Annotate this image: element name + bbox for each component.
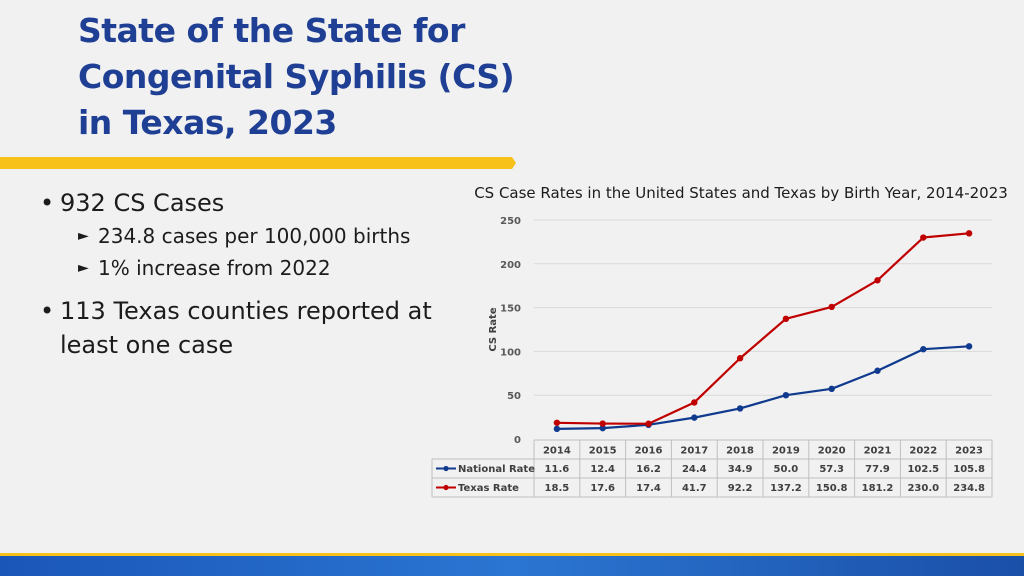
data-point xyxy=(736,405,744,412)
bullet-item: • 113 Texas counties reported at least o… xyxy=(40,294,450,362)
data-label: 18.5 xyxy=(545,483,570,494)
y-tick-label: 100 xyxy=(500,347,521,358)
data-label: 102.5 xyxy=(907,464,939,475)
footer-band xyxy=(0,556,1024,576)
legend-label: National Rate xyxy=(458,464,535,475)
bullet-list: • 932 CS Cases ► 234.8 cases per 100,000… xyxy=(40,186,450,362)
y-tick-label: 150 xyxy=(500,304,521,315)
data-point xyxy=(874,277,881,284)
legend-marker-icon xyxy=(443,484,449,491)
data-label: 50.0 xyxy=(774,464,799,475)
data-point xyxy=(736,355,744,362)
data-label: 34.9 xyxy=(728,464,753,475)
x-tick-label: 2019 xyxy=(772,446,800,457)
slide-title: State of the State for Congenital Syphil… xyxy=(78,8,598,146)
data-point xyxy=(691,399,698,406)
data-label: 150.8 xyxy=(816,483,848,494)
x-tick-label: 2018 xyxy=(726,446,754,457)
data-point xyxy=(965,230,973,237)
y-tick-label: 0 xyxy=(514,435,521,446)
data-label: 16.2 xyxy=(636,464,661,475)
title-accent-bar xyxy=(0,157,516,169)
data-label: 24.4 xyxy=(682,464,707,475)
data-label: 57.3 xyxy=(819,464,844,475)
data-label: 77.9 xyxy=(865,464,890,475)
data-label: 181.2 xyxy=(862,483,894,494)
data-label: 105.8 xyxy=(953,464,985,475)
data-label: 234.8 xyxy=(953,483,985,494)
series-line-texas xyxy=(556,232,970,425)
y-axis-label: CS Rate xyxy=(488,307,499,351)
series-line-national xyxy=(556,345,970,430)
x-tick-label: 2022 xyxy=(909,446,937,457)
triangle-right-icon: ► xyxy=(78,260,89,276)
data-label: 17.6 xyxy=(590,483,615,494)
sub-bullet-item: ► 1% increase from 2022 xyxy=(40,252,450,284)
y-tick-label: 200 xyxy=(500,260,521,271)
data-point xyxy=(828,385,835,393)
x-tick-label: 2016 xyxy=(635,446,663,457)
x-tick-label: 2023 xyxy=(955,446,983,457)
bullet-item: • 932 CS Cases xyxy=(40,186,450,220)
x-tick-label: 2021 xyxy=(864,446,892,457)
bullet-text: 113 Texas counties reported at least one… xyxy=(60,297,432,359)
data-point xyxy=(782,315,790,323)
data-point xyxy=(599,420,606,427)
bullet-dot-icon: • xyxy=(40,189,55,217)
legend-label: Texas Rate xyxy=(458,483,519,494)
x-tick-label: 2015 xyxy=(589,446,617,457)
data-point xyxy=(645,420,652,427)
data-point xyxy=(965,343,973,350)
chart-title: CS Case Rates in the United States and T… xyxy=(474,184,1008,202)
bullet-dot-icon: • xyxy=(40,297,55,325)
data-point xyxy=(920,234,927,241)
data-point xyxy=(553,419,561,426)
triangle-right-icon: ► xyxy=(78,228,89,244)
data-label: 41.7 xyxy=(682,483,707,494)
x-tick-label: 2017 xyxy=(680,446,708,457)
data-label: 12.4 xyxy=(590,464,615,475)
y-tick-label: 50 xyxy=(507,391,521,402)
data-label: 11.6 xyxy=(545,464,570,475)
data-point xyxy=(691,414,698,421)
y-tick-label: 250 xyxy=(500,216,521,227)
data-point xyxy=(874,367,881,374)
title-line-3: in Texas, 2023 xyxy=(78,103,337,142)
data-point xyxy=(782,392,790,399)
bullet-text: 932 CS Cases xyxy=(60,189,225,217)
data-point xyxy=(828,303,835,311)
data-point xyxy=(920,346,927,353)
data-label: 137.2 xyxy=(770,483,802,494)
data-point xyxy=(553,425,561,433)
sub-bullet-item: ► 234.8 cases per 100,000 births xyxy=(40,220,450,252)
sub-bullet-text: 1% increase from 2022 xyxy=(98,256,331,280)
data-label: 17.4 xyxy=(636,483,661,494)
footer-stripe xyxy=(0,553,1024,556)
x-tick-label: 2020 xyxy=(818,446,846,457)
title-line-2: Congenital Syphilis (CS) xyxy=(78,57,515,96)
sub-bullet-text: 234.8 cases per 100,000 births xyxy=(98,224,411,248)
data-label: 230.0 xyxy=(907,483,939,494)
legend-marker-icon xyxy=(443,465,449,472)
x-tick-label: 2014 xyxy=(543,446,571,457)
title-line-1: State of the State for xyxy=(78,11,465,50)
data-point xyxy=(599,424,606,432)
data-label: 92.2 xyxy=(728,483,753,494)
